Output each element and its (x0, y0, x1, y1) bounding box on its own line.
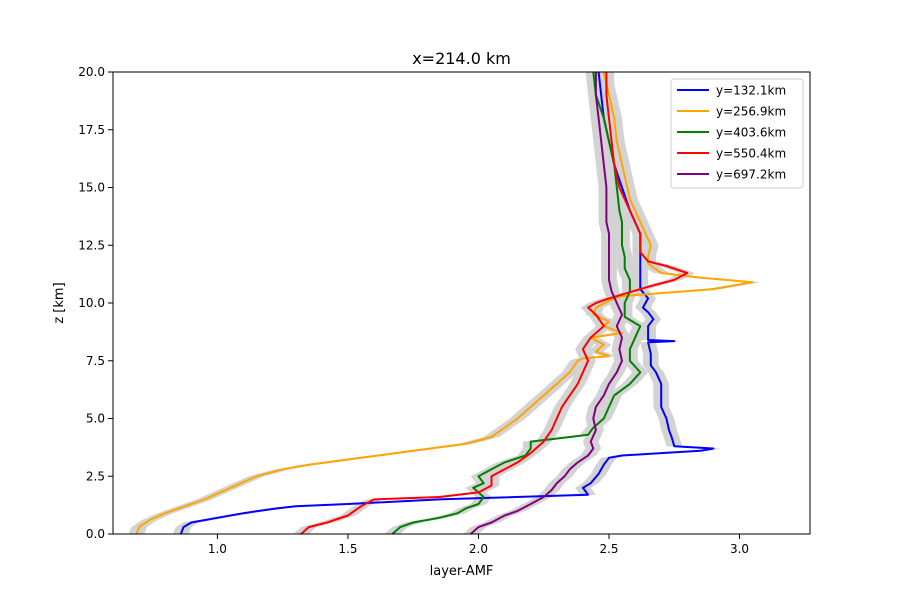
legend-label-2: y=403.6km (716, 126, 786, 140)
plot-area (128, 71, 761, 535)
y-tick-label: 7.5 (86, 354, 105, 368)
legend-label-0: y=132.1km (716, 84, 786, 98)
y-tick-label: 12.5 (78, 238, 105, 252)
y-tick-label: 0.0 (86, 527, 105, 541)
x-tick-label: 1.0 (208, 542, 227, 556)
y-tick-label: 5.0 (86, 412, 105, 426)
uncertainty-bands (128, 72, 761, 534)
series-line-2 (391, 71, 642, 535)
x-tick-label: 3.0 (730, 542, 749, 556)
y-tick-label: 15.0 (78, 181, 105, 195)
series-line-3 (300, 72, 689, 535)
y-tick-label: 2.5 (86, 469, 105, 483)
x-axis-label: layer-AMF (430, 564, 494, 579)
legend: y=132.1km y=256.9km y=403.6km y=550.4km y=69… (670, 78, 804, 189)
legend-label-1: y=256.9km (716, 105, 786, 119)
x-tick-label: 2.5 (599, 542, 618, 556)
x-axis: 1.0 1.5 2.0 2.5 3.0 (208, 534, 749, 556)
y-axis-label: z [km] (52, 282, 67, 323)
x-tick-label: 2.0 (469, 542, 488, 556)
y-axis: 0.0 2.5 5.0 7.5 10.0 12.5 15.0 17.5 20.0 (78, 65, 113, 541)
uncertainty-band-4 (462, 72, 630, 534)
chart-title: x=214.0 km (412, 49, 511, 68)
legend-label-4: y=697.2km (716, 168, 786, 182)
y-tick-label: 10.0 (78, 296, 105, 310)
y-tick-label: 17.5 (78, 123, 105, 137)
series-line-1 (135, 71, 754, 535)
series-lines (135, 71, 754, 535)
y-tick-label: 20.0 (78, 65, 105, 79)
legend-label-3: y=550.4km (716, 147, 786, 161)
series-line-4 (469, 72, 623, 535)
x-tick-label: 1.5 (338, 542, 357, 556)
legend-box (670, 78, 804, 189)
